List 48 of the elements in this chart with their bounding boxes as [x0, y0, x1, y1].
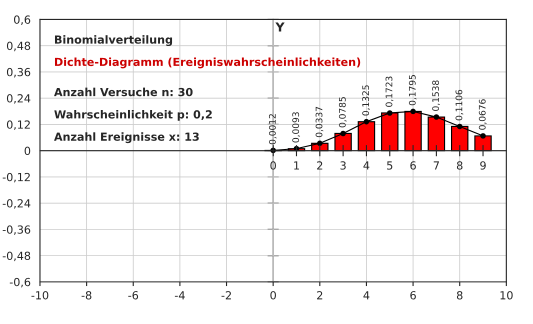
x2-tick-label: 6	[410, 161, 416, 170]
x2-tick-label: 9	[480, 161, 486, 170]
data-label: 0,1325	[362, 85, 370, 116]
x-tick-label: -6	[128, 291, 138, 300]
y-tick-label: -0,36	[2, 225, 30, 235]
annotation: Anzahl Ereignisse x: 13	[54, 132, 199, 144]
x-tick-label: 0	[270, 291, 276, 300]
x2-tick-label: 1	[294, 161, 299, 170]
x-tick-label: -2	[222, 291, 231, 300]
y-tick-label: -0,12	[2, 172, 30, 182]
x2-tick-label: 2	[317, 161, 322, 170]
data-label: 0,0676	[478, 99, 487, 130]
y-tick-label: 0,36	[6, 68, 30, 78]
x2-tick-label: 5	[387, 161, 392, 170]
data-label: 0,1795	[408, 75, 417, 106]
y-tick-label: 0,48	[6, 42, 30, 52]
text: Dichte-Diagramm (Ereigniswahrscheinlichkeiten)	[54, 57, 360, 68]
x-tick-label: 10	[500, 291, 513, 300]
y-tick-label: 0,12	[6, 120, 30, 130]
data-label: 0,1723	[386, 76, 394, 107]
y-axis-title: Y	[275, 22, 285, 32]
y-tick-label: 0	[24, 146, 30, 156]
y-tick-label: -0,48	[2, 252, 30, 262]
x-tick-label: 8	[456, 291, 462, 300]
data-label: 0,0093	[292, 112, 300, 142]
x-tick-label: -4	[174, 291, 185, 300]
x2-tick-label: 0	[270, 161, 276, 170]
x-tick-label: 4	[363, 291, 370, 300]
y-tick-label: -0,24	[2, 199, 30, 209]
x-tick-label: 6	[410, 291, 416, 300]
x2-tick-label: 8	[456, 161, 462, 170]
data-label: 0,0337	[316, 106, 324, 138]
y-tick-label: 0,24	[6, 94, 30, 104]
x-tick-label: -10	[31, 291, 48, 300]
data-label: 0,1538	[432, 80, 440, 111]
x2-tick-label: 3	[340, 161, 346, 170]
x2-tick-label: 7	[434, 161, 439, 170]
data-label: 0,0012	[268, 114, 277, 144]
annotation: Wahrscheinlichkeit p: 0,2	[54, 110, 212, 121]
text: Binomialverteilung	[54, 35, 172, 46]
y-tick-label: 0,6	[14, 15, 30, 25]
x2-tick-label: 4	[363, 161, 370, 170]
y-tick-label: -0,6	[10, 278, 30, 288]
annotation: Anzahl Versuche n: 30	[54, 88, 193, 96]
x-tick-label: -8	[82, 291, 92, 300]
data-label: 0,0785	[338, 97, 347, 128]
data-label: 0,1106	[456, 90, 464, 120]
x-tick-label: 2	[317, 291, 322, 300]
